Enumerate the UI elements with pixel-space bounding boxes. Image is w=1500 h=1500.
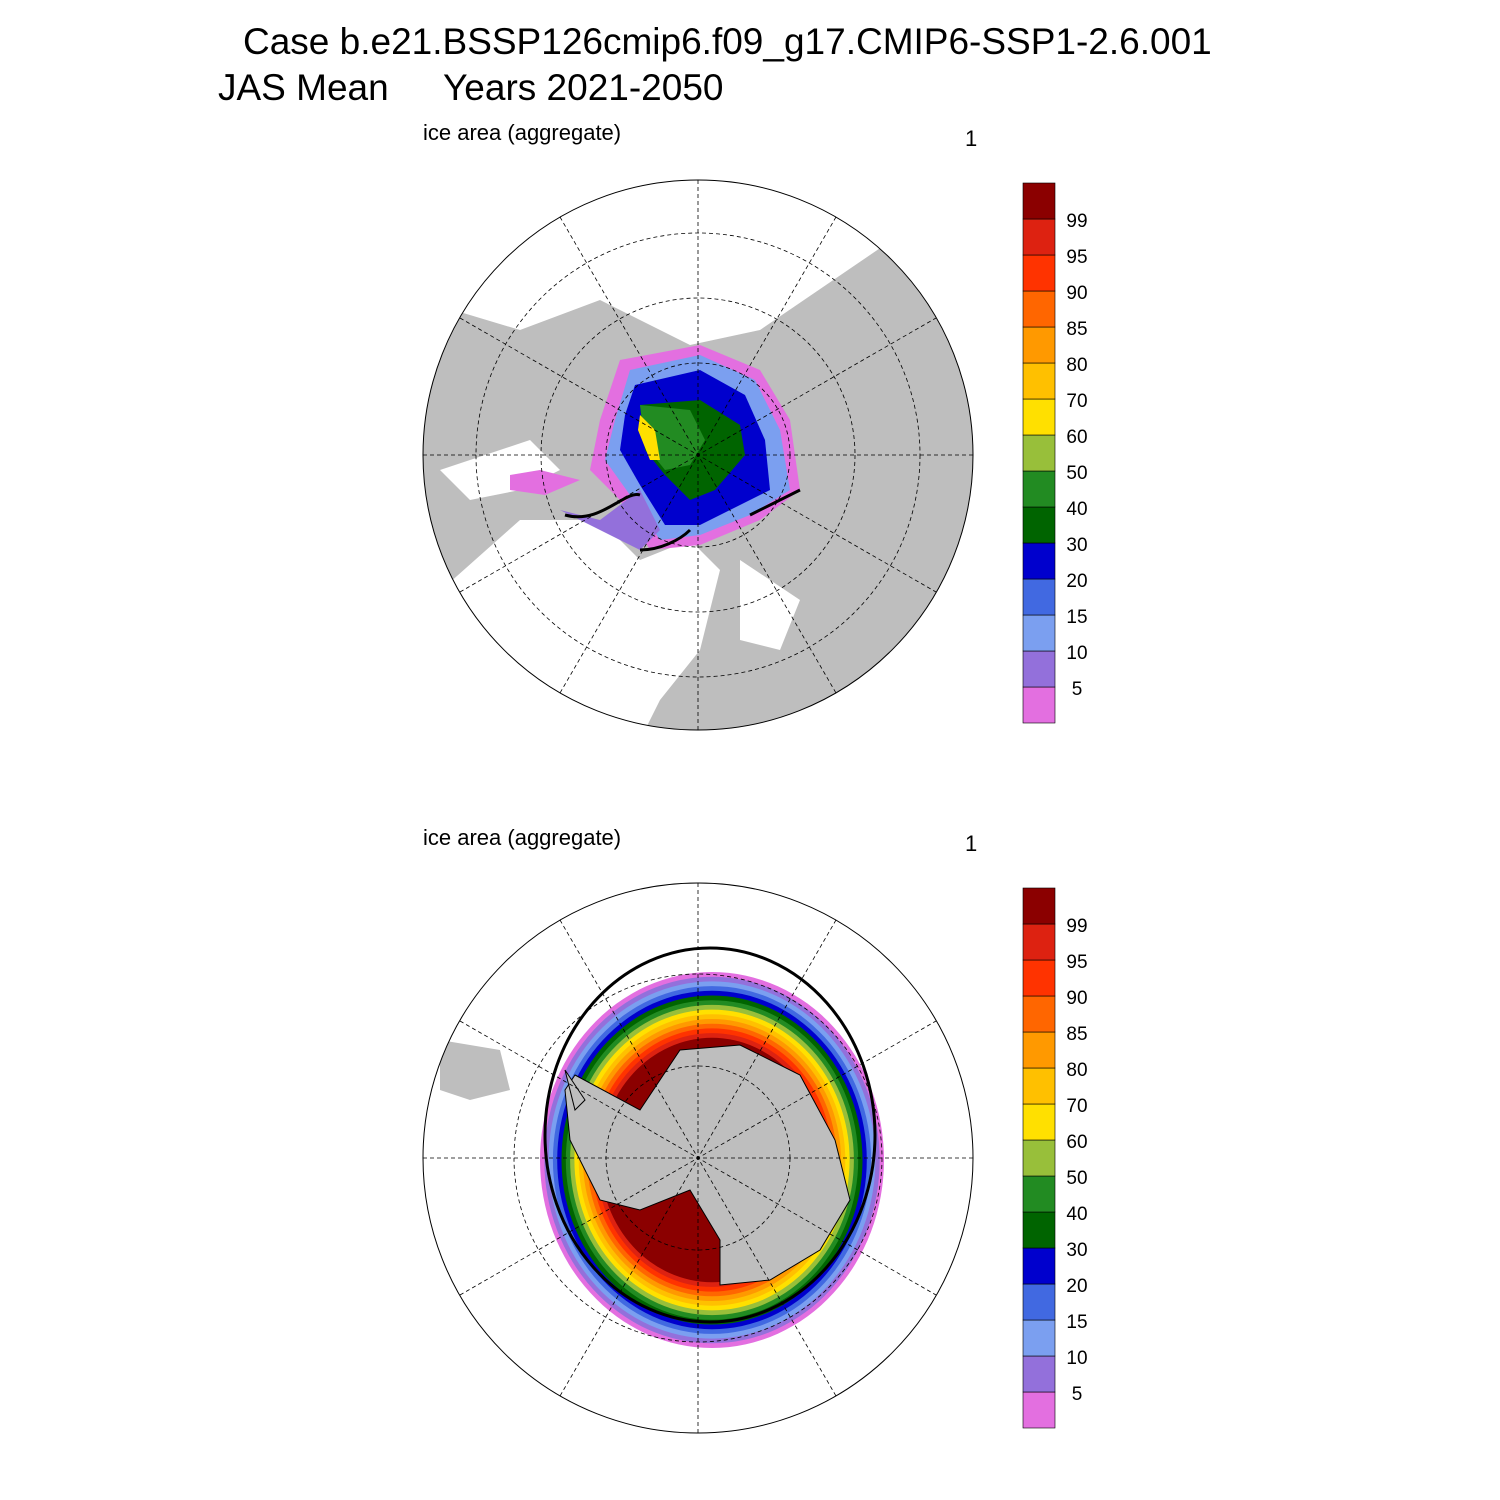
colorbar-box — [1022, 1031, 1056, 1069]
colorbar-box — [1022, 182, 1056, 220]
colorbar-label: 20 — [1066, 571, 1087, 592]
colorbar-label: 30 — [1066, 1240, 1087, 1261]
colorbar-box — [1022, 1391, 1056, 1429]
colorbar-label: 90 — [1066, 283, 1087, 304]
panel-number: 1 — [965, 831, 977, 856]
colorbar-box — [1022, 1319, 1056, 1357]
colorbar-label: 60 — [1066, 1132, 1087, 1153]
colorbar-box — [1022, 887, 1056, 925]
colorbar-box — [1022, 578, 1056, 616]
panel-label: ice area (aggregate) — [423, 825, 621, 850]
colorbar-box — [1022, 218, 1056, 256]
colorbar-label: 30 — [1066, 535, 1087, 556]
arctic-map — [423, 180, 973, 730]
colorbar-box — [1022, 326, 1056, 364]
colorbar-label: 10 — [1066, 643, 1087, 664]
title-line1: Case b.e21.BSSP126cmip6.f09_g17.CMIP6-SS… — [243, 21, 1212, 62]
title-season: JAS Mean — [218, 67, 389, 108]
colorbar-label: 40 — [1066, 1204, 1087, 1225]
colorbar-label: 70 — [1066, 1096, 1087, 1117]
colorbar-label: 90 — [1066, 988, 1087, 1009]
colorbar-box — [1022, 470, 1056, 508]
colorbar-label: 60 — [1066, 427, 1087, 448]
antarctic-map — [423, 883, 973, 1433]
colorbar-label: 80 — [1066, 355, 1087, 376]
colorbar-box — [1022, 1139, 1056, 1177]
colorbar-label: 85 — [1066, 1024, 1087, 1045]
colorbar-label: 50 — [1066, 1168, 1087, 1189]
colorbar-box — [1022, 1103, 1056, 1141]
colorbar-label: 99 — [1066, 916, 1087, 937]
colorbar-label: 80 — [1066, 1060, 1087, 1081]
colorbar-label: 10 — [1066, 1348, 1087, 1369]
colorbar-label: 15 — [1066, 607, 1087, 628]
colorbar-label: 95 — [1066, 952, 1087, 973]
colorbar-box — [1022, 362, 1056, 400]
colorbar-box — [1022, 506, 1056, 544]
colorbar: 5 10 15 20 30 40 50 60 70 80 85 90 95 99 — [1022, 887, 1088, 1429]
colorbar-label: 5 — [1072, 679, 1083, 700]
colorbar-box — [1022, 650, 1056, 688]
colorbar-box — [1022, 398, 1056, 436]
colorbar-box — [1022, 434, 1056, 472]
colorbar-label: 5 — [1072, 1384, 1083, 1405]
colorbar-label: 20 — [1066, 1276, 1087, 1297]
colorbar-box — [1022, 1211, 1056, 1249]
colorbar-box — [1022, 923, 1056, 961]
colorbar-label: 70 — [1066, 391, 1087, 412]
colorbar-box — [1022, 614, 1056, 652]
colorbar-label: 85 — [1066, 319, 1087, 340]
colorbar-label: 15 — [1066, 1312, 1087, 1333]
colorbar-box — [1022, 1283, 1056, 1321]
title-years: Years 2021-2050 — [443, 67, 723, 108]
colorbar-box — [1022, 686, 1056, 724]
colorbar-box — [1022, 254, 1056, 292]
colorbar-label: 95 — [1066, 247, 1087, 268]
colorbar-box — [1022, 1175, 1056, 1213]
panel-label: ice area (aggregate) — [423, 120, 621, 145]
colorbar-box — [1022, 1067, 1056, 1105]
colorbar-box — [1022, 1247, 1056, 1285]
colorbar-box — [1022, 1355, 1056, 1393]
colorbar-label: 40 — [1066, 499, 1087, 520]
colorbar-label: 99 — [1066, 211, 1087, 232]
panel-number: 1 — [965, 126, 977, 151]
colorbar-box — [1022, 959, 1056, 997]
colorbar-box — [1022, 290, 1056, 328]
colorbar-label: 50 — [1066, 463, 1087, 484]
colorbar-box — [1022, 995, 1056, 1033]
colorbar-box — [1022, 542, 1056, 580]
colorbar: 5 10 15 20 30 40 50 60 70 80 85 90 95 99 — [1022, 182, 1088, 724]
